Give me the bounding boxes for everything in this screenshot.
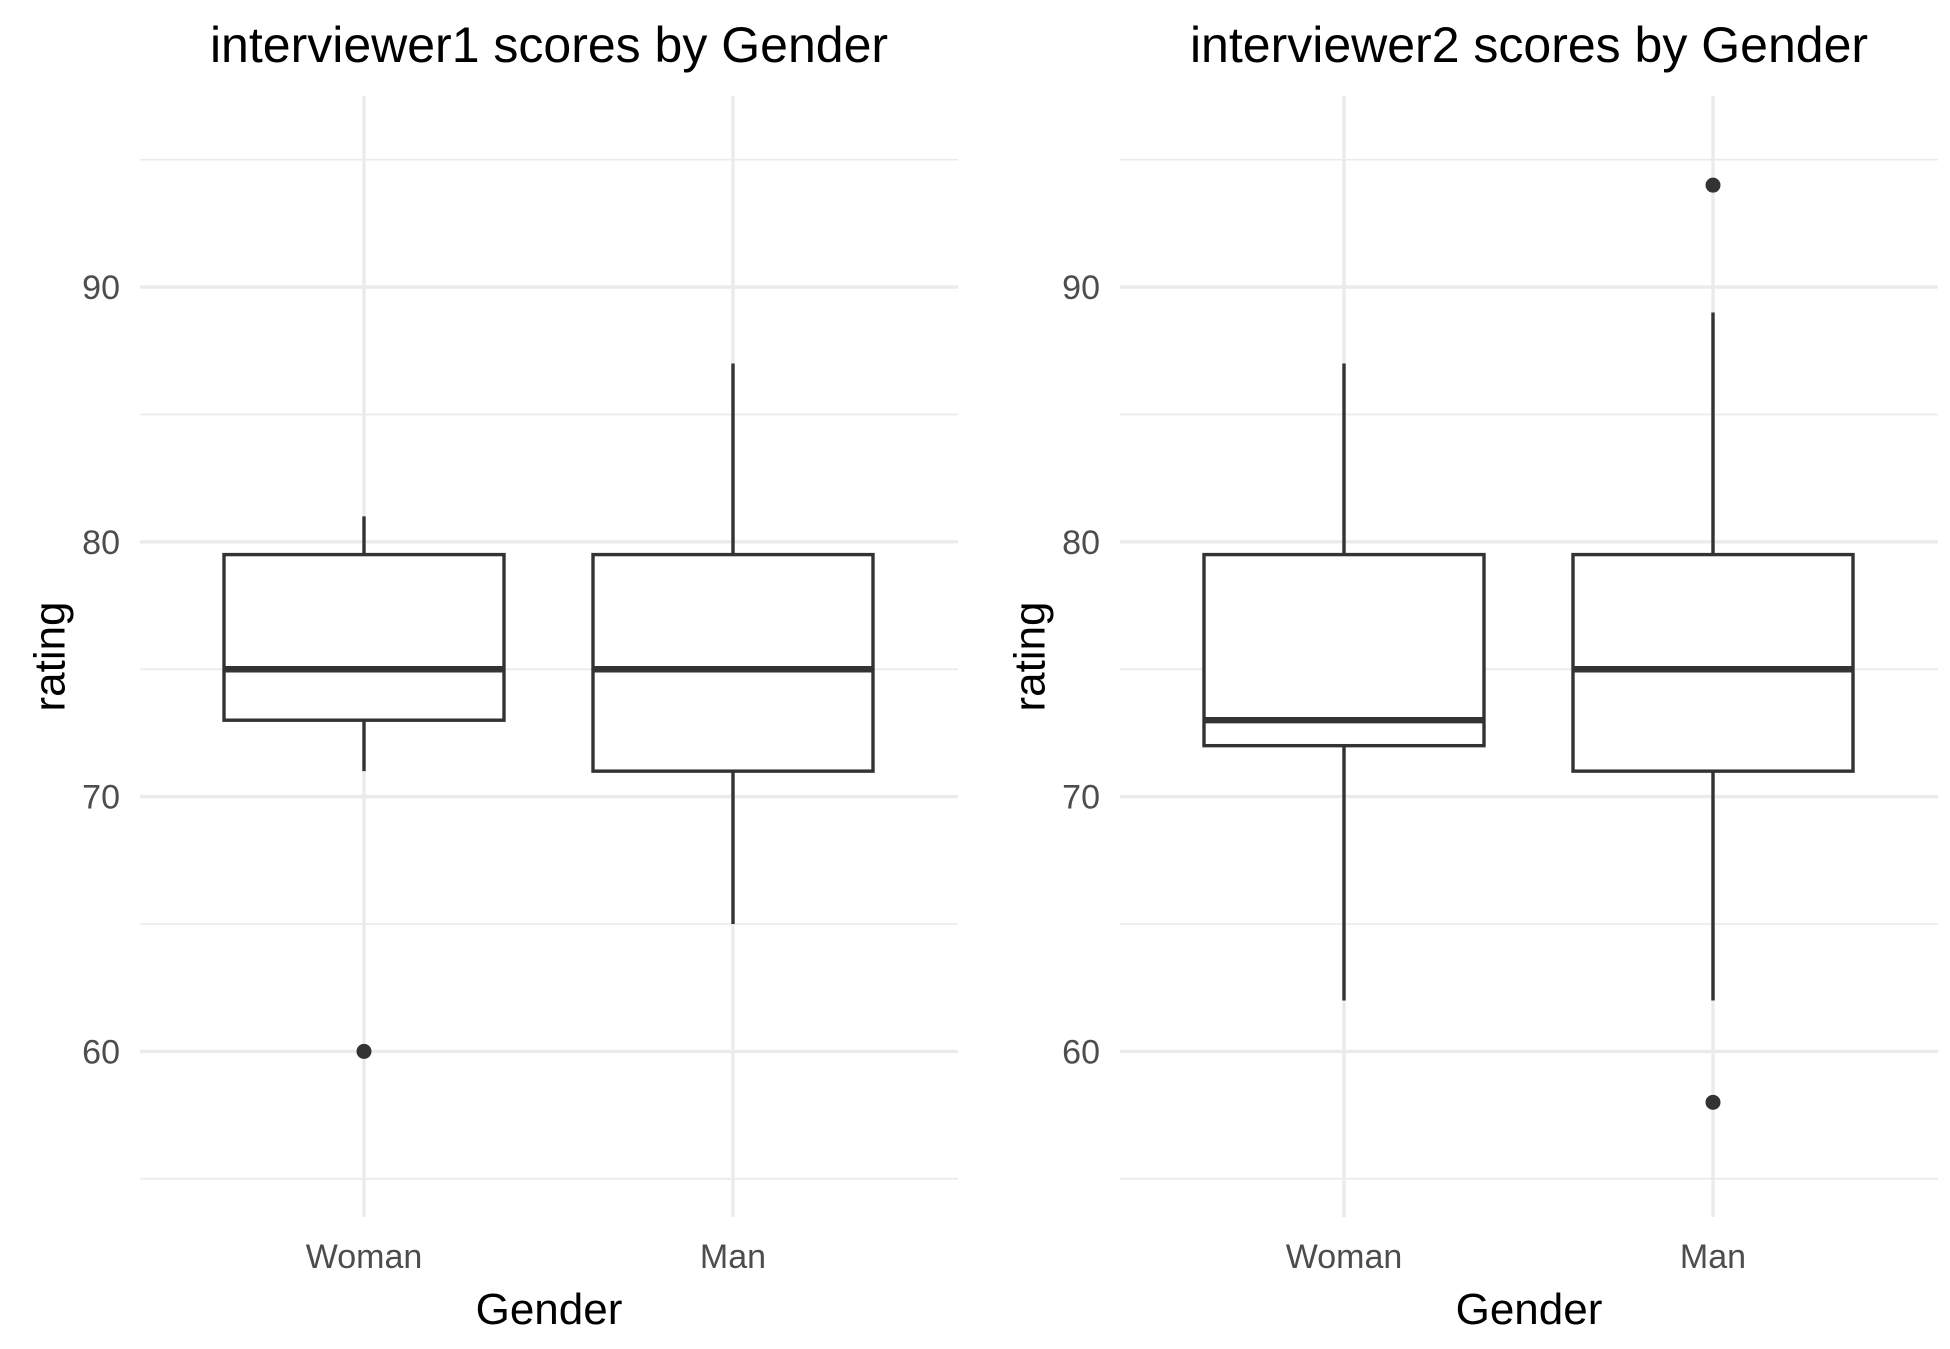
panel-interviewer1: 60 70 80 90 Woman Man interviewer1 scores by G… [26, 17, 958, 1334]
box [591, 552, 875, 773]
y-axis-title: rating [26, 601, 75, 711]
boxplot-woman [1202, 363, 1486, 1001]
x-axis-title: Gender [476, 1285, 623, 1334]
panel-interviewer2: 60 70 80 90 Woman Man interviewer2 scores by G… [1006, 17, 1938, 1334]
y-tick-label: 80 [82, 524, 120, 562]
y-tick-label: 70 [1062, 779, 1100, 817]
box [1571, 552, 1855, 773]
x-tick-label: Woman [306, 1238, 423, 1276]
boxplot-man [1571, 177, 1855, 1110]
box [222, 552, 506, 722]
boxplot-man [591, 363, 875, 925]
x-tick-label: Woman [1286, 1238, 1403, 1276]
boxplot-woman [222, 516, 506, 1059]
y-tick-label: 90 [82, 269, 120, 307]
y-tick-label: 60 [82, 1033, 120, 1071]
y-axis-title: rating [1006, 601, 1055, 711]
x-tick-label: Man [1680, 1238, 1746, 1276]
y-tick-label: 70 [82, 779, 120, 817]
outlier-point [1705, 1094, 1721, 1110]
outlier-point [356, 1043, 372, 1059]
x-tick-label: Man [700, 1238, 766, 1276]
chart-title: interviewer1 scores by Gender [210, 17, 888, 73]
chart-title: interviewer2 scores by Gender [1190, 17, 1868, 73]
y-tick-label: 90 [1062, 269, 1100, 307]
outlier-point [1705, 177, 1721, 193]
box [1202, 552, 1486, 748]
y-tick-label: 80 [1062, 524, 1100, 562]
x-axis-title: Gender [1456, 1285, 1603, 1334]
y-tick-label: 60 [1062, 1033, 1100, 1071]
